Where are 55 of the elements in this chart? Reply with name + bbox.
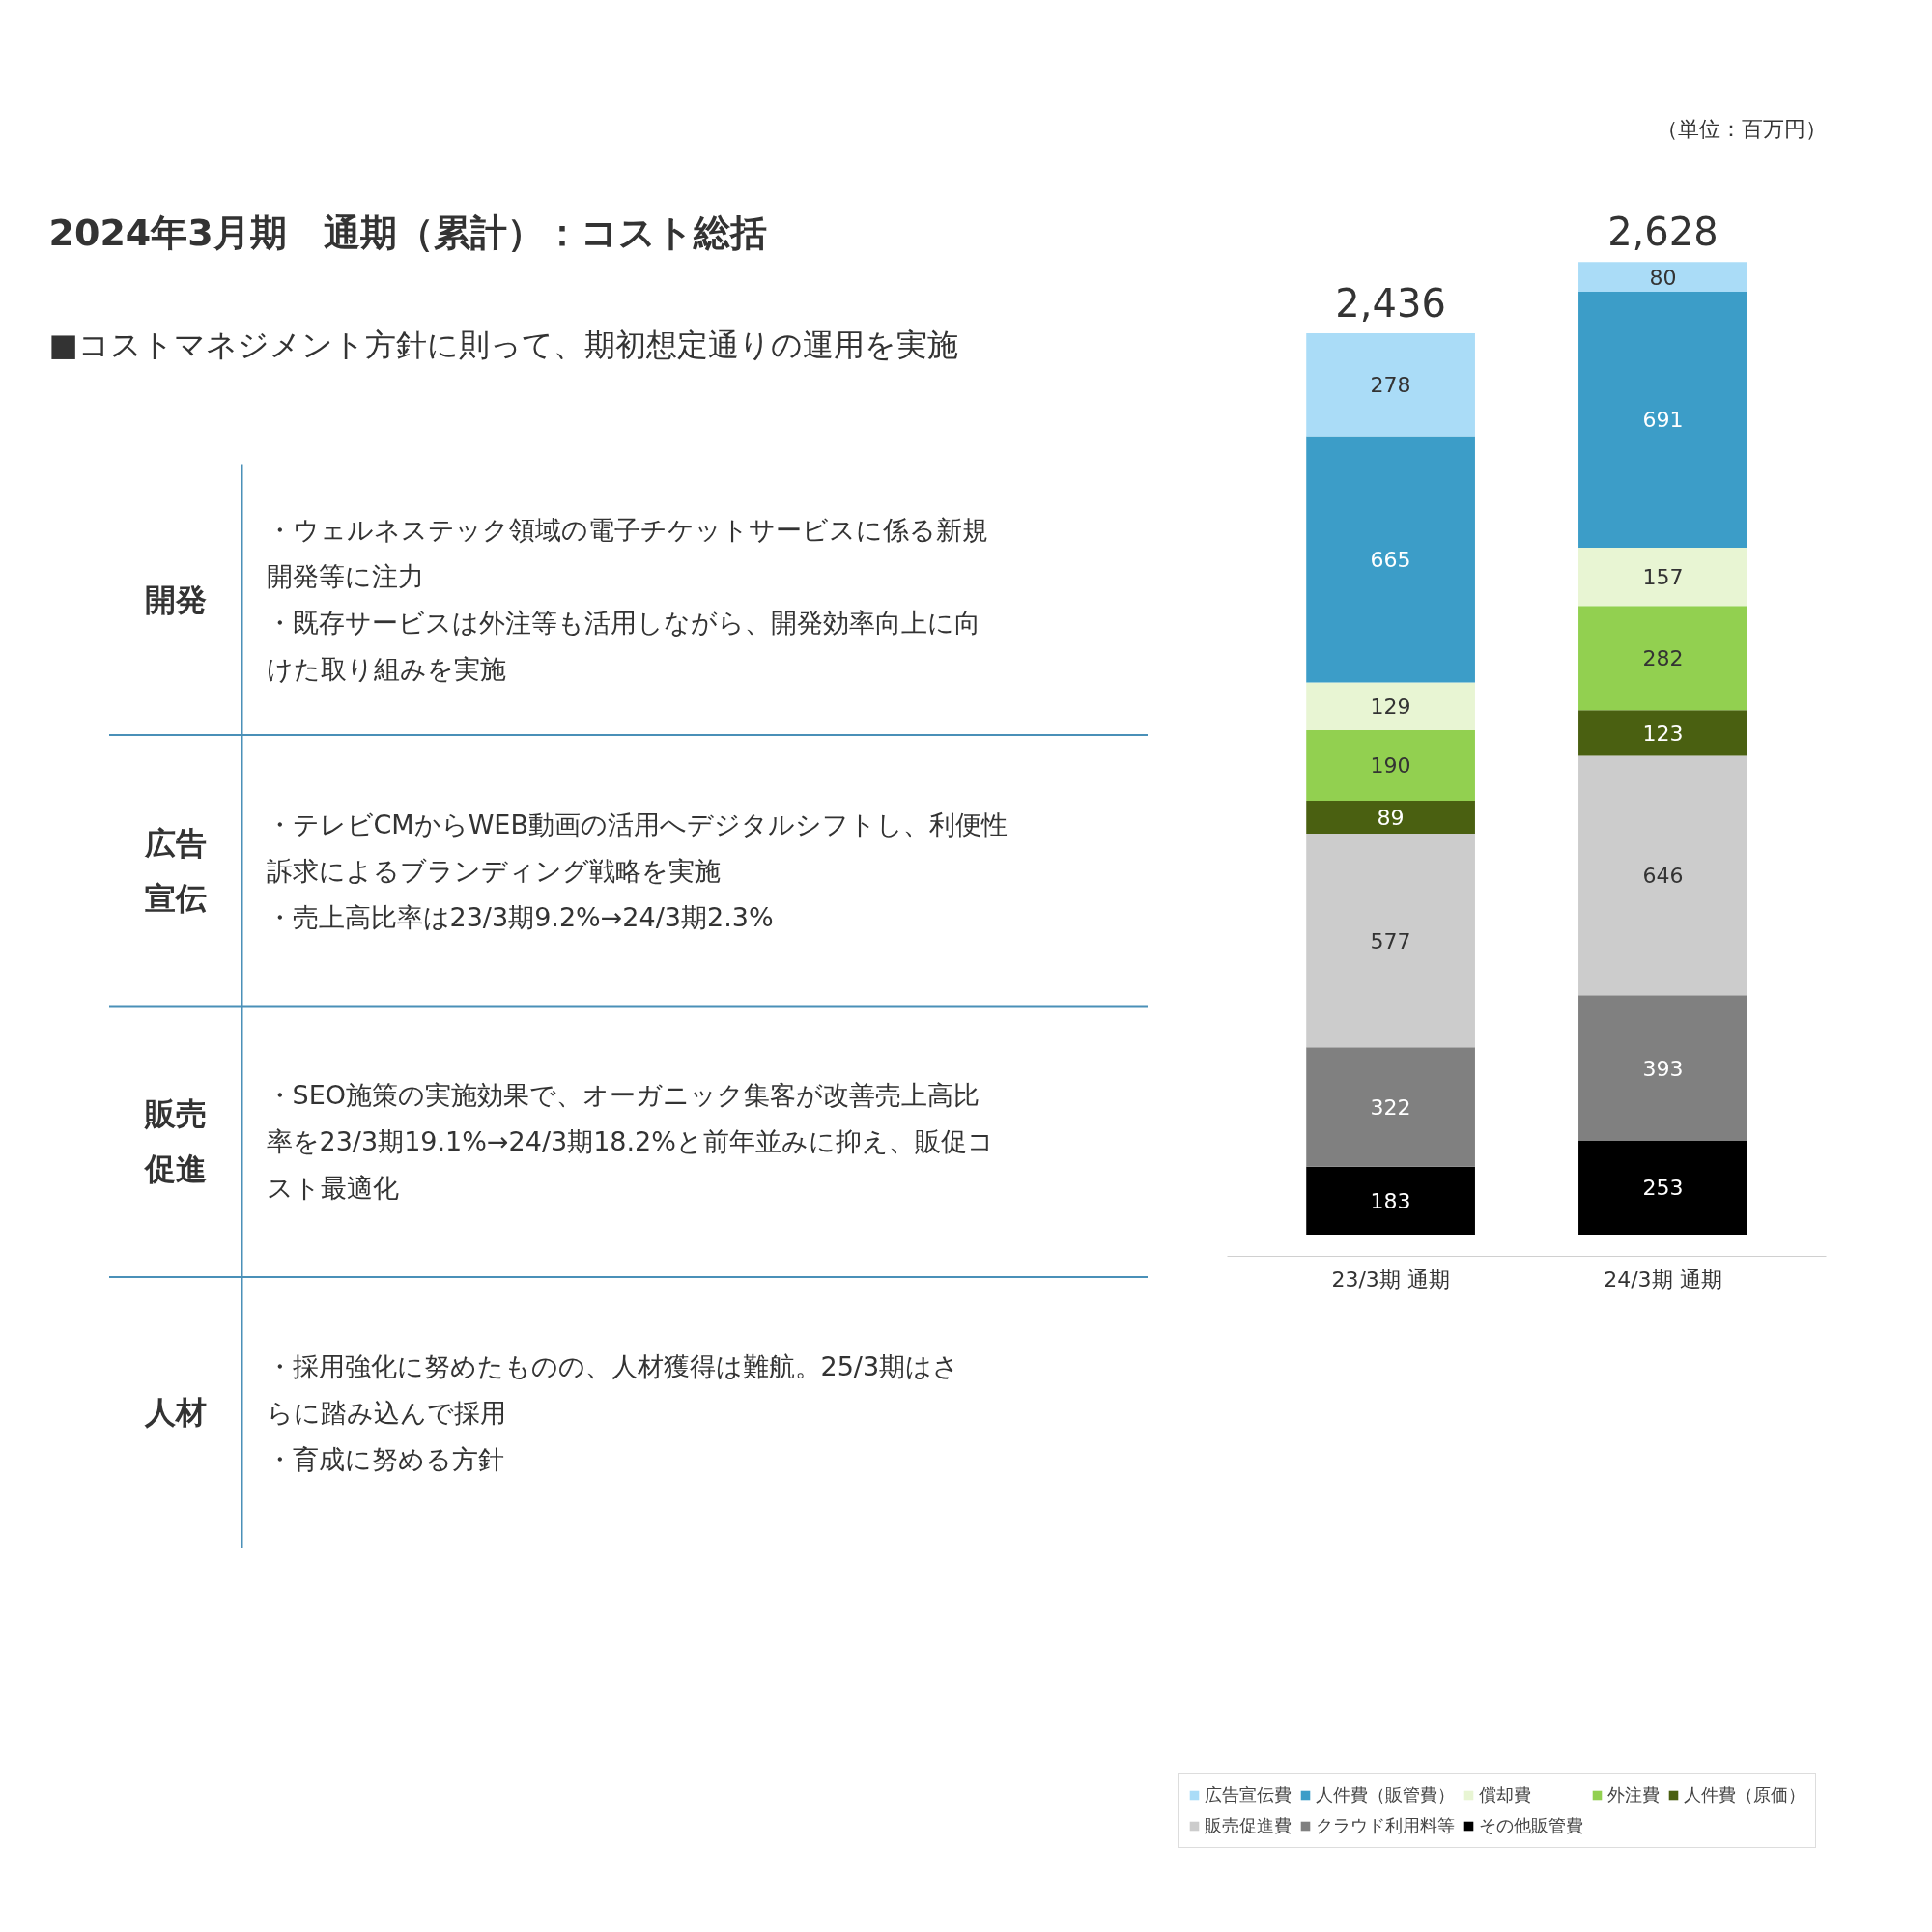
total-label: 2,436 [1335,281,1446,327]
bar [1578,710,1747,756]
bar [1306,730,1475,801]
data-label: 89 [1377,805,1405,830]
data-label: 646 [1642,864,1684,889]
bar [1306,436,1475,683]
data-label: 157 [1642,565,1684,590]
legend-label: その他販管費 [1479,1814,1583,1837]
bar [1306,332,1475,437]
data-label: 322 [1370,1095,1411,1121]
text: ・ウェルネステック領域の電子チケットサービスに係る新規開発等に注力・既存サービスは外注等も活用しながら、開発効率向上に向けた取り組みを実施 [266,515,988,685]
data-label: 80 [1649,265,1677,290]
bar [1578,755,1747,996]
data-label: 577 [1370,928,1411,953]
data-label: 278 [1370,373,1411,398]
bar [1306,1166,1475,1235]
x-tick-label: 23/3期 通期 [1331,1266,1450,1292]
data-label: 183 [1370,1188,1411,1213]
text: ・テレビCMからWEB動画の活用へデジタルシフトし、利便性訴求によるブランディング戦略を実施・売上高比率は23/3期9.2%→24/3期2.3% [266,809,1008,932]
legend-label: 償却費 [1479,1783,1531,1806]
data-label: 253 [1642,1176,1684,1201]
bar [1306,800,1475,835]
bar [1578,291,1747,548]
data-label: 665 [1370,548,1411,573]
total-label: 2,628 [1607,210,1719,255]
bar [1578,262,1747,292]
legend-label: 人件費（原価） [1684,1783,1805,1806]
text: 2024年3月期 通期（累計）：コスト総括 [48,212,767,255]
bar [1578,1140,1747,1235]
data-label: 190 [1370,753,1411,779]
bar [1306,834,1475,1048]
text: 販売促進 [142,1095,207,1188]
legend-label: クラウド利用料等 [1316,1814,1455,1837]
bar [1578,606,1747,711]
text: 広告宣伝 [143,824,207,917]
data-label: 282 [1642,646,1684,671]
text: ・SEO施策の実施効果で、オーガニック集客が改善売上高比率を23/3期19.1%→24/3期18.2%と前年並みに抑え、販促コスト最適化 [266,1080,994,1204]
data-label: 393 [1642,1056,1684,1081]
legend-label: 販売促進費 [1205,1814,1292,1837]
text: （単位：百万円） [1656,116,1827,141]
legend-label: 広告宣伝費 [1205,1783,1292,1806]
bar [1578,995,1747,1141]
text: ■コストマネジメント方針に則って、期初想定通りの運用を実施 [48,326,958,363]
text: ・採用強化に努めたものの、人材獲得は難航。25/3期はさらに踏み込んで採用・育成に努める方針 [266,1350,960,1474]
data-label: 129 [1370,695,1411,720]
bar [1306,1047,1475,1167]
legend-label: 人件費（販管費） [1316,1783,1455,1806]
text: 人材 [143,1394,207,1432]
bar [1578,547,1747,607]
data-label: 691 [1642,408,1684,433]
text: 開発 [144,581,207,618]
legend-label: 外注費 [1607,1783,1660,1806]
bar [1306,682,1475,731]
x-tick-label: 24/3期 通期 [1604,1266,1722,1292]
data-label: 123 [1642,721,1684,746]
